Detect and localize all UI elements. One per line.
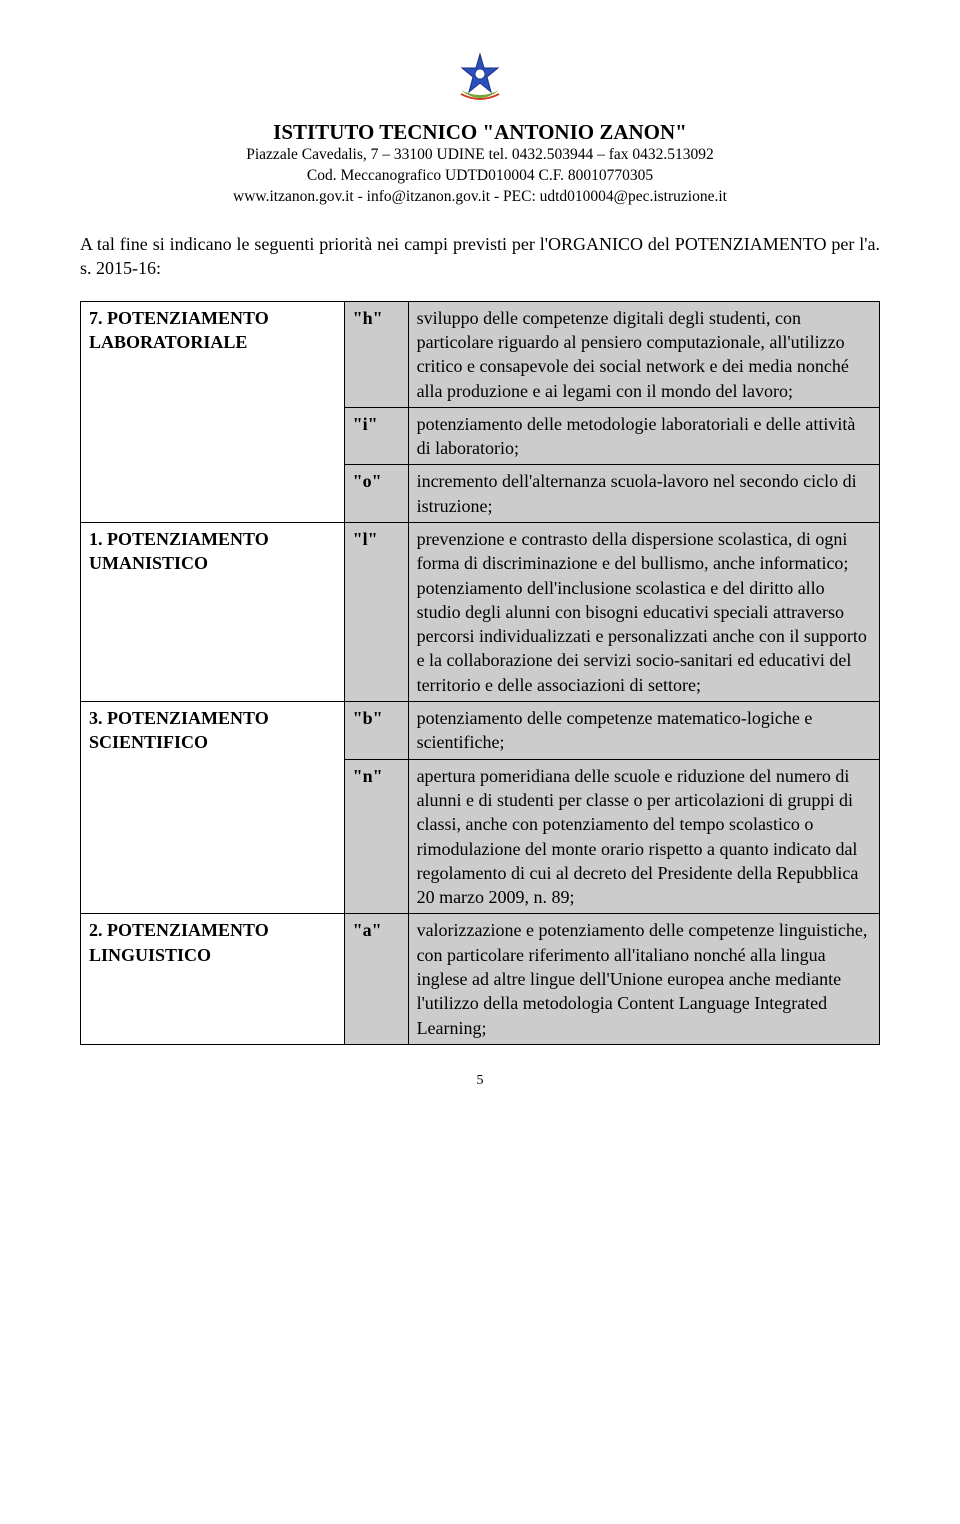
institution-address: Piazzale Cavedalis, 7 – 33100 UDINE tel.…: [80, 145, 880, 166]
code-cell: "n": [344, 759, 408, 914]
desc-cell: potenziamento delle competenze matematic…: [408, 702, 879, 760]
category-cell: 1. POTENZIAMENTO UMANISTICO: [81, 522, 345, 701]
category-cell: 3. POTENZIAMENTO SCIENTIFICO: [81, 702, 345, 914]
page-number: 5: [80, 1073, 880, 1089]
letterhead: ISTITUTO TECNICO "ANTONIO ZANON" Piazzal…: [80, 119, 880, 208]
institution-name: ISTITUTO TECNICO "ANTONIO ZANON": [80, 119, 880, 145]
priorities-table: 7. POTENZIAMENTO LABORATORIALE "h" svilu…: [80, 301, 880, 1045]
intro-paragraph: A tal fine si indicano le seguenti prior…: [80, 232, 880, 281]
code-cell: "o": [344, 465, 408, 523]
desc-cell: prevenzione e contrasto della dispersion…: [408, 522, 879, 701]
table-row: 2. POTENZIAMENTO LINGUISTICO "a" valoriz…: [81, 914, 880, 1044]
desc-cell: incremento dell'alternanza scuola-lavoro…: [408, 465, 879, 523]
code-cell: "i": [344, 407, 408, 465]
category-cell: 7. POTENZIAMENTO LABORATORIALE: [81, 301, 345, 522]
code-cell: "h": [344, 301, 408, 407]
emblem-icon: [453, 50, 507, 104]
code-cell: "l": [344, 522, 408, 701]
desc-cell: potenziamento delle metodologie laborato…: [408, 407, 879, 465]
code-cell: "a": [344, 914, 408, 1044]
table-row: 1. POTENZIAMENTO UMANISTICO "l" prevenzi…: [81, 522, 880, 701]
institution-contact: www.itzanon.gov.it - info@itzanon.gov.it…: [80, 187, 880, 208]
desc-cell: apertura pomeridiana delle scuole e ridu…: [408, 759, 879, 914]
logo-container: [80, 50, 880, 109]
institution-codes: Cod. Meccanografico UDTD010004 C.F. 8001…: [80, 166, 880, 187]
category-cell: 2. POTENZIAMENTO LINGUISTICO: [81, 914, 345, 1044]
desc-cell: sviluppo delle competenze digitali degli…: [408, 301, 879, 407]
desc-cell: valorizzazione e potenziamento delle com…: [408, 914, 879, 1044]
code-cell: "b": [344, 702, 408, 760]
table-row: 7. POTENZIAMENTO LABORATORIALE "h" svilu…: [81, 301, 880, 407]
table-row: 3. POTENZIAMENTO SCIENTIFICO "b" potenzi…: [81, 702, 880, 760]
